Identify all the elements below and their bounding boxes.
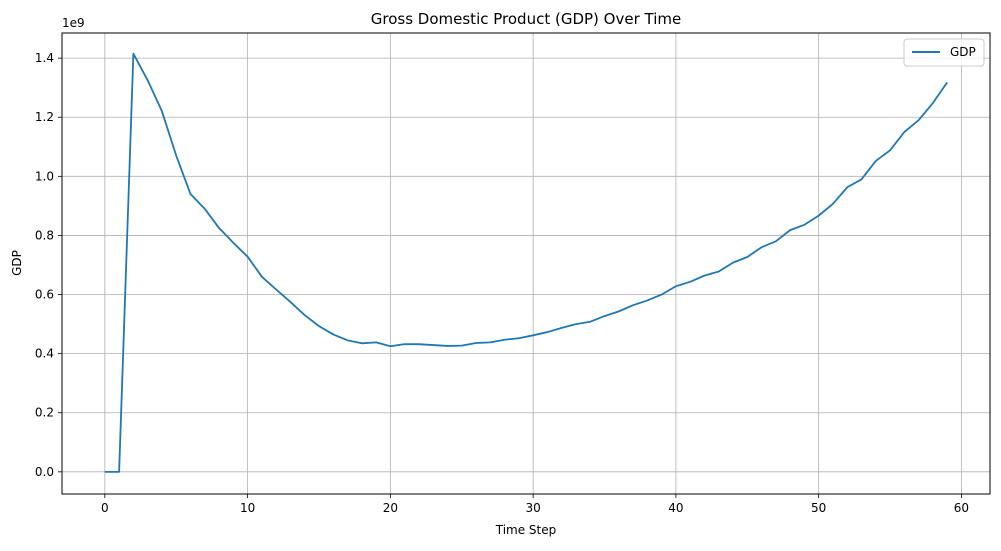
x-tick-label: 30 — [525, 501, 540, 515]
x-axis-label: Time Step — [495, 523, 557, 537]
x-tick-label: 0 — [101, 501, 109, 515]
y-axis: 0.0 0.2 0.4 0.6 0.8 1.0 1.2 1.4 — [35, 51, 62, 479]
series-layer — [104, 52, 948, 473]
series-line-gdp — [104, 52, 948, 473]
x-tick-label: 20 — [383, 501, 398, 515]
x-tick-label: 40 — [668, 501, 683, 515]
y-tick-label: 0.8 — [35, 228, 54, 242]
y-tick-label: 1.0 — [35, 169, 54, 183]
legend: GDP — [903, 38, 985, 67]
y-tick-label: 0.6 — [35, 288, 54, 302]
x-tick-label: 50 — [811, 501, 826, 515]
legend-label-gdp: GDP — [950, 45, 976, 59]
grid — [62, 33, 990, 494]
x-tick-label: 10 — [240, 501, 255, 515]
y-tick-label: 1.4 — [35, 51, 54, 65]
y-axis-label: GDP — [10, 250, 24, 276]
y-tick-label: 0.0 — [35, 465, 54, 479]
legend-box — [903, 38, 985, 67]
chart-title: Gross Domestic Product (GDP) Over Time — [371, 10, 681, 28]
x-tick-label: 60 — [954, 501, 969, 515]
y-axis-scale-label: 1e9 — [62, 16, 85, 30]
y-tick-label: 1.2 — [35, 110, 54, 124]
x-axis: 0 10 20 30 40 50 60 — [101, 494, 969, 515]
plot-frame — [61, 32, 991, 495]
y-tick-label: 0.4 — [35, 347, 54, 361]
y-tick-label: 0.2 — [35, 406, 54, 420]
